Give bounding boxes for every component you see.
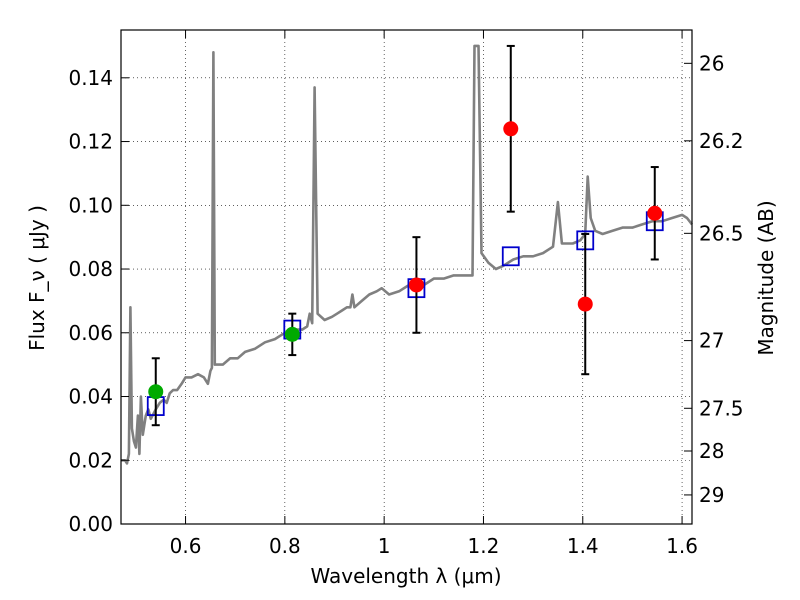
y-tick-label: 0.04 [68,385,113,409]
observed-point-red [577,296,593,312]
y2-tick-label: 26.5 [699,221,744,245]
y-tick-label: 0.06 [68,321,113,345]
x-tick-label: 1.2 [468,534,500,558]
y-tick-label: 0.12 [68,130,113,154]
x-tick-label: 1.4 [567,534,599,558]
y2-tick-label: 28 [699,439,724,463]
x-axis-title: Wavelength λ (μm) [310,564,501,588]
y-tick-label: 0.00 [68,512,113,536]
observed-point-red [408,277,424,293]
y2-tick-label: 27 [699,329,724,353]
y-tick-label: 0.02 [68,448,113,472]
x-tick-label: 1 [378,534,391,558]
observed-point-green [284,326,300,342]
y-axis-right: 26 26.2 26.5 27 27.5 28 29 [684,51,744,507]
y2-tick-label: 29 [699,483,724,507]
observed-point-red [647,205,663,221]
x-tick-label: 0.6 [170,534,202,558]
y2-tick-label: 26.2 [699,129,744,153]
y-tick-label: 0.08 [68,257,113,281]
x-axis: 0.6 0.8 1 1.2 1.4 1.6 [170,30,698,558]
model-spectrum-layer [121,44,694,465]
grid-lines [121,30,692,524]
x-tick-label: 1.6 [666,534,698,558]
y2-axis-title: Magnitude (AB) [754,200,778,355]
plot-frame [120,29,693,525]
model-photometry-box [501,246,520,267]
y2-tick-label: 26 [699,51,724,75]
y2-tick-label: 27.5 [699,396,744,420]
y-tick-label: 0.10 [68,193,113,217]
observed-point-red [503,121,519,137]
y-axis-left: 0.00 0.02 0.04 0.06 0.08 0.10 0.12 0.14 [68,66,129,536]
model-spectrum-line [121,44,694,465]
y-tick-label: 0.14 [68,66,113,90]
observed-point-green [148,384,164,400]
x-tick-label: 0.8 [269,534,301,558]
y-axis-title: Flux F_ν ( μJy ) [25,205,49,351]
observed-photometry-layer [148,44,663,427]
